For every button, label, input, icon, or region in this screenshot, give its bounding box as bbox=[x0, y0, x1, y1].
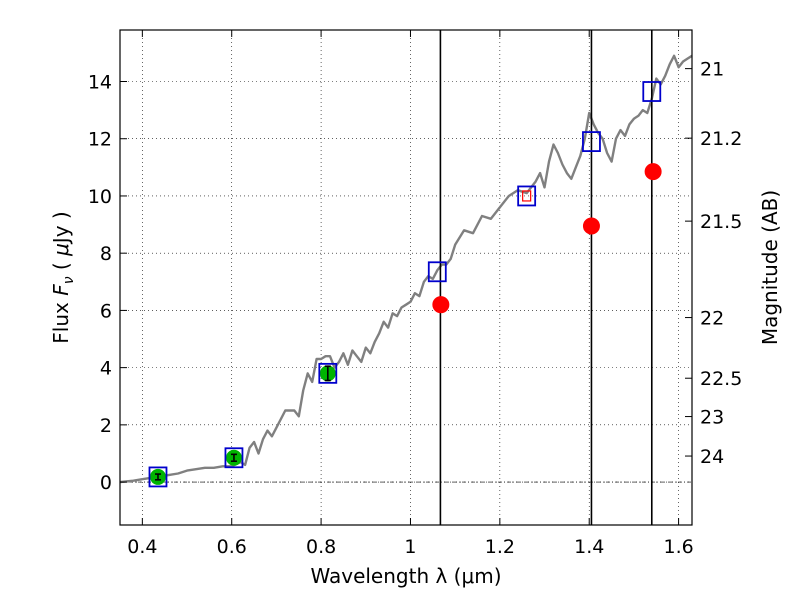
right-tick-label: 22.5 bbox=[700, 368, 742, 390]
model-square bbox=[642, 81, 662, 102]
model-square bbox=[517, 185, 537, 207]
model-square bbox=[148, 466, 168, 488]
y-axis-label-left: Flux Fν ( μJy ) bbox=[49, 211, 77, 343]
y-label-mu: μ bbox=[49, 243, 73, 257]
y-tick-label: 2 bbox=[100, 415, 112, 437]
spectrum-line bbox=[119, 54, 693, 484]
y-label-unit-close: Jy ) bbox=[49, 211, 73, 245]
y-tick-label: 6 bbox=[100, 300, 112, 322]
y-tick-label: 4 bbox=[100, 358, 112, 380]
y-tick-label: 10 bbox=[88, 186, 112, 208]
red-point bbox=[644, 163, 662, 181]
y-tick-label: 12 bbox=[88, 129, 112, 151]
x-axis-label: Wavelength λ (μm) bbox=[310, 564, 501, 588]
red-point bbox=[582, 217, 600, 235]
model-square bbox=[318, 362, 338, 384]
y-label-subscript: ν bbox=[61, 276, 77, 284]
right-tick-label: 23 bbox=[700, 407, 724, 429]
x-tick-label: 0.6 bbox=[217, 536, 247, 558]
x-tick-label: 0.8 bbox=[306, 536, 336, 558]
right-tick-label: 21 bbox=[700, 59, 724, 81]
ticks: 0.4 0.6 0.8 1 1.2 1.4 1.6024681012142121.221.5… bbox=[88, 30, 742, 558]
model-square bbox=[582, 131, 601, 152]
x-tick-label: 0.4 bbox=[127, 536, 157, 558]
y-label-unit-open: ( bbox=[49, 256, 73, 277]
x-tick-label: 1 bbox=[404, 536, 416, 558]
right-tick-label: 24 bbox=[700, 446, 724, 468]
right-tick-label: 21.5 bbox=[700, 211, 742, 233]
plot-frame bbox=[119, 29, 693, 526]
red-marker-small bbox=[522, 190, 532, 202]
model-square bbox=[427, 261, 447, 283]
y-tick-label: 14 bbox=[88, 72, 112, 94]
series-layer bbox=[119, 30, 693, 525]
y-label-prefix: Flux bbox=[49, 296, 73, 344]
right-tick-label: 22 bbox=[700, 308, 724, 330]
x-tick-label: 1.6 bbox=[663, 536, 693, 558]
right-tick-label: 21.2 bbox=[700, 128, 742, 150]
grid bbox=[120, 30, 692, 525]
red-point bbox=[432, 296, 450, 314]
x-tick-label: 1.2 bbox=[485, 536, 515, 558]
y-label-symbol: F bbox=[49, 284, 73, 296]
x-tick-label: 1.4 bbox=[574, 536, 604, 558]
model-square bbox=[224, 447, 244, 469]
y-axis-label-right: Magnitude (AB) bbox=[758, 190, 782, 345]
y-tick-label: 8 bbox=[100, 243, 112, 265]
y-tick-label: 0 bbox=[100, 472, 112, 494]
